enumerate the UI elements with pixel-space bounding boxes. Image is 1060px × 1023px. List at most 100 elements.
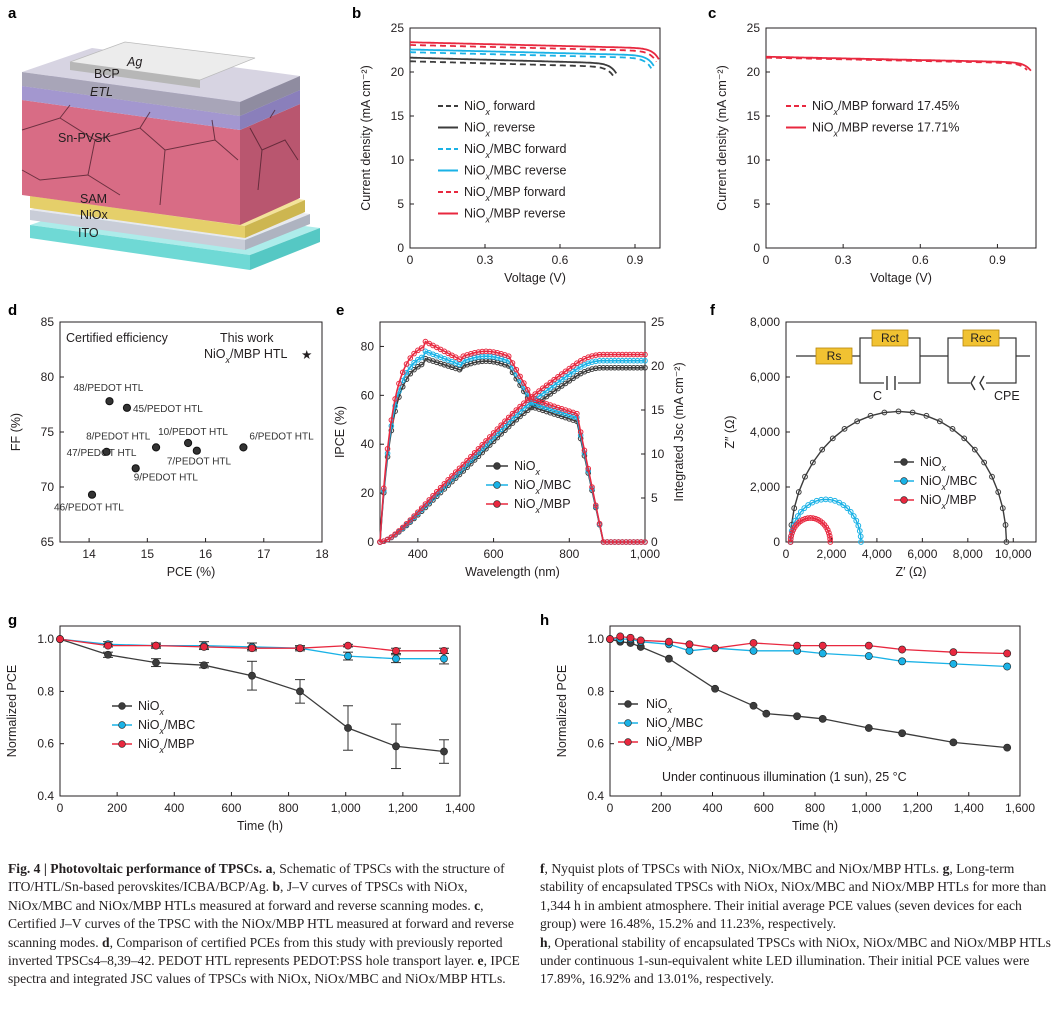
legend-label: NiOx/MBP [138, 737, 195, 755]
x-tick-label: 400 [408, 547, 428, 561]
x-tick-label: 17 [257, 547, 271, 561]
x-tick-label: 4,000 [862, 547, 892, 561]
legend-marker [900, 496, 908, 504]
nyquist-marker [825, 529, 832, 536]
jv-curve [410, 56, 618, 74]
jsc-marker [630, 364, 637, 371]
stability-marker [626, 633, 635, 642]
nyquist-marker [802, 473, 808, 480]
jsc-marker [486, 434, 493, 440]
y-tick-label: 20 [361, 486, 375, 500]
stability-marker [104, 650, 112, 659]
stability-marker [200, 643, 208, 651]
x-tick-label: 600 [484, 547, 504, 561]
x-tick-label: 1,000 [331, 801, 361, 815]
jsc-marker [638, 364, 645, 371]
jsc-marker [543, 382, 550, 389]
nyquist-marker [961, 435, 968, 442]
y-tick-label: 2,000 [750, 480, 780, 494]
legend-marker [118, 740, 126, 748]
nyquist-arc [789, 498, 862, 543]
jv-curve [409, 41, 660, 60]
legend-label: NiOx/MBP forward [464, 185, 566, 203]
y-tick-label: 0 [397, 241, 404, 255]
jsc-marker [566, 378, 573, 384]
stability-marker [440, 747, 448, 756]
nyquist-marker [855, 522, 862, 529]
jsc-marker [543, 387, 550, 394]
x-axis-label: Time (h) [792, 819, 838, 833]
ipce-marker [392, 396, 398, 402]
ipce-marker [388, 417, 395, 423]
y-tick-label: 0.8 [37, 684, 54, 698]
jsc-marker [452, 469, 459, 475]
jsc-marker [600, 351, 607, 358]
stability-marker [864, 652, 873, 660]
jsc-marker [592, 365, 599, 372]
rct-box [871, 329, 909, 347]
ipce-marker [471, 349, 478, 356]
caption-bold: d [102, 934, 110, 950]
jsc-marker [486, 438, 493, 444]
y2-tick-label: 25 [651, 315, 665, 329]
ipce-marker [407, 364, 414, 370]
y2-axis-label: Integrated Jsc (mA cm⁻²) [672, 362, 686, 501]
jsc-marker [634, 357, 641, 364]
legend-label: NiOx/MBP [514, 497, 571, 515]
jsc-marker [596, 365, 603, 371]
stability-marker [606, 635, 614, 643]
point-label: 48/PEDOT HTL [73, 383, 143, 394]
nyquist-marker [827, 535, 834, 542]
jsc-marker [392, 531, 398, 537]
jsc-marker [509, 410, 516, 417]
legend-label: NiOx/MBC [646, 716, 703, 734]
caption-bold: h [540, 934, 548, 950]
figure-4: a b c d e f g h [5, 5, 1037, 833]
plot-frame [409, 27, 661, 249]
jsc-marker [611, 364, 618, 371]
y-axis-label: Current density (mA cm⁻²) [359, 65, 373, 211]
jsc-marker [596, 358, 603, 364]
legend-marker [118, 702, 126, 710]
jsc-marker [403, 520, 410, 527]
jsc-marker [543, 393, 550, 400]
ipce-marker [418, 345, 425, 351]
ipce-marker [638, 539, 645, 545]
y-tick-label: 10 [747, 153, 761, 167]
jsc-marker [513, 407, 520, 413]
y-tick-label: 0.6 [587, 737, 604, 751]
legend-marker [493, 500, 501, 508]
jsc-marker [619, 364, 626, 371]
nyquist-arc [789, 410, 1008, 543]
jsc-marker [600, 357, 607, 364]
ipce-curve [379, 340, 645, 543]
jsc-marker [570, 368, 576, 375]
ipce-marker [577, 429, 584, 435]
stability-marker [392, 742, 400, 751]
x-tick-label: 0 [763, 253, 770, 267]
data-point [105, 397, 114, 406]
panel-label-b: b [352, 5, 361, 22]
jsc-marker [555, 374, 561, 380]
stability-marker [818, 641, 827, 650]
y2-tick-label: 20 [651, 359, 665, 373]
jsc-marker [411, 513, 417, 519]
data-point [183, 438, 193, 448]
stability-marker [949, 738, 958, 747]
legend-label: NiOx/MBC [138, 718, 195, 736]
y2-tick-label: 15 [651, 403, 665, 417]
y-tick-label: 6,000 [750, 370, 780, 384]
data-point [102, 447, 111, 456]
stability-marker [665, 637, 673, 646]
x-tick-label: 15 [141, 547, 155, 561]
jsc-marker [479, 442, 486, 448]
ipce-marker [411, 359, 417, 366]
x-tick-label: 1,000 [851, 801, 881, 815]
y-tick-label: 70 [41, 480, 55, 494]
y-tick-label: 80 [41, 370, 55, 384]
legend-label: NiOx [514, 459, 541, 477]
y-tick-label: 4,000 [750, 425, 780, 439]
ipce-marker [642, 539, 648, 545]
x-tick-label: 0.9 [989, 253, 1006, 267]
